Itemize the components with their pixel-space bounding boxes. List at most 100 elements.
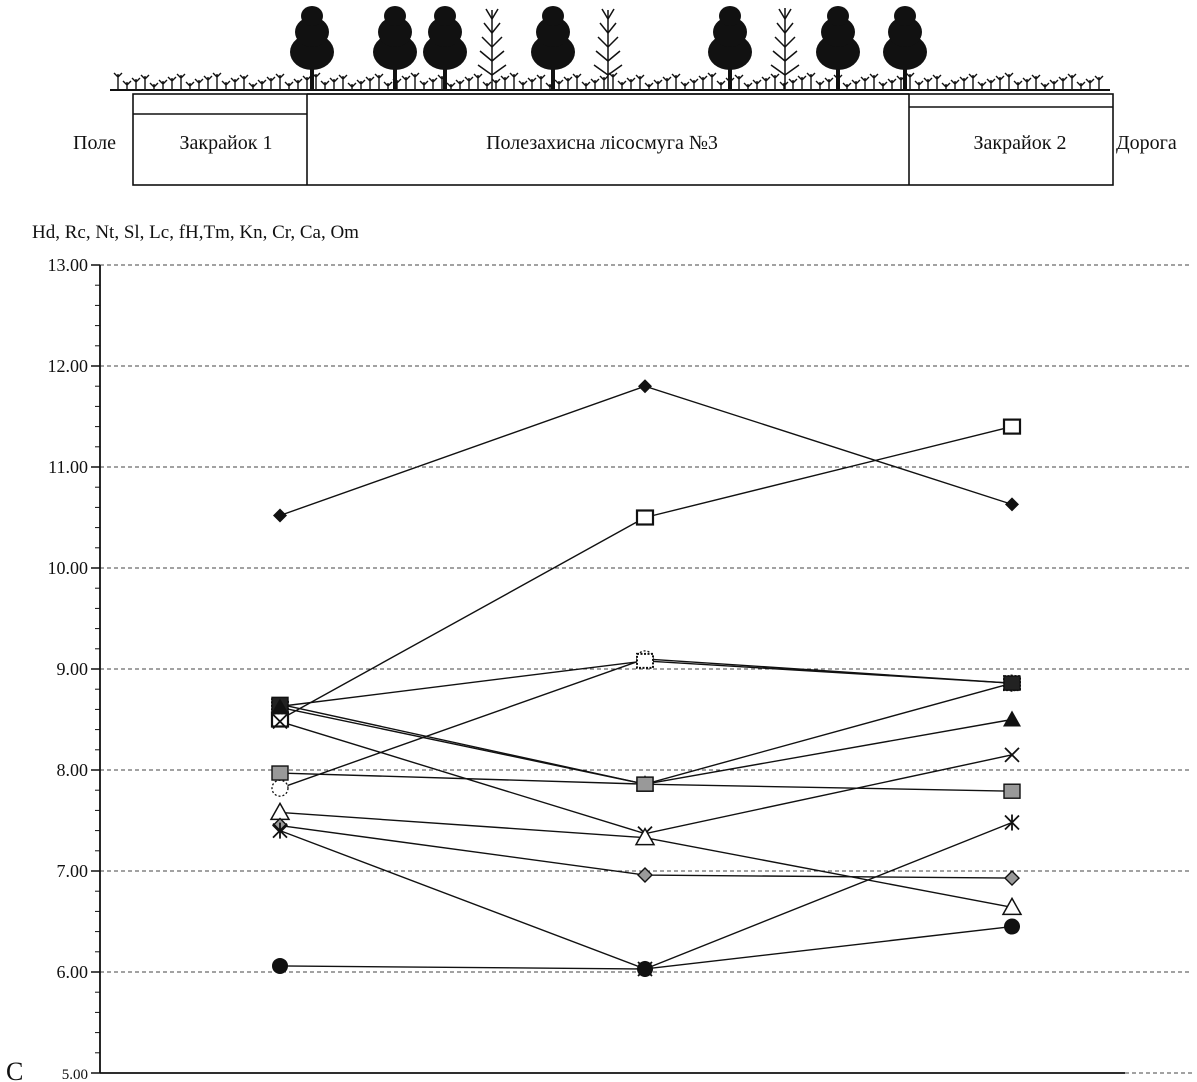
herb-icon xyxy=(554,79,564,90)
herb-icon xyxy=(608,72,618,90)
herb-icon xyxy=(680,81,690,90)
herb-icon xyxy=(806,72,816,90)
series-line-3 xyxy=(279,658,1013,789)
herb-icon xyxy=(662,76,672,90)
data-point-series-9-1 xyxy=(269,801,291,821)
herb-icon xyxy=(797,75,807,90)
data-point-series-8-2 xyxy=(636,776,654,792)
herb-icon xyxy=(419,80,429,90)
herb-icon xyxy=(1013,80,1023,90)
label-field: Поле xyxy=(73,132,116,154)
data-point-series-12-3 xyxy=(1004,918,1020,935)
herb-icon xyxy=(1067,73,1077,90)
y-tick-label: 10.00 xyxy=(48,558,89,578)
herb-icon xyxy=(752,79,762,90)
herb-icon xyxy=(743,82,753,90)
herb-icon xyxy=(941,82,951,90)
axes xyxy=(91,264,1192,1074)
data-point-series-10-3 xyxy=(1004,870,1020,887)
herb-icon xyxy=(293,78,303,90)
data-point-series-4-2 xyxy=(636,652,654,669)
herb-icon xyxy=(221,80,231,90)
herb-icon xyxy=(590,78,600,90)
herb-icon xyxy=(869,73,879,90)
herb-icon xyxy=(500,75,510,90)
y-tick-label: 5.00 xyxy=(62,1067,88,1082)
herb-icon xyxy=(320,80,330,90)
data-point-series-2-2 xyxy=(635,509,655,526)
conifer-icon xyxy=(593,8,623,90)
data-point-series-10-2 xyxy=(637,867,653,884)
herb-icon xyxy=(158,79,168,90)
herb-icon xyxy=(734,74,744,90)
herb-icon xyxy=(365,76,375,90)
conifer-icon xyxy=(770,8,800,90)
herb-icon xyxy=(653,79,663,90)
herb-icon xyxy=(212,72,222,90)
herb-icon xyxy=(824,77,834,90)
herb-icon xyxy=(1049,79,1059,90)
herb-icon xyxy=(482,81,492,90)
data-point-series-9-3 xyxy=(1001,896,1023,916)
herb-icon xyxy=(176,73,186,90)
zone-forest-belt: Полезахисна лісосмуга №3 xyxy=(486,132,718,154)
herb-icon xyxy=(383,81,393,90)
herb-icon xyxy=(203,75,213,90)
herb-icon xyxy=(905,72,915,90)
herb-icon xyxy=(1058,76,1068,90)
herb-icon xyxy=(878,81,888,90)
herb-icon xyxy=(599,75,609,90)
herb-icon xyxy=(248,82,258,90)
y-tick-label: 12.00 xyxy=(48,356,89,376)
data-point-series-6-1 xyxy=(271,698,289,715)
y-tick-label: 11.00 xyxy=(48,457,88,477)
data-point-series-9-2 xyxy=(634,827,656,846)
herb-icon xyxy=(239,74,249,90)
herb-icon xyxy=(779,81,789,90)
herb-icon xyxy=(617,80,627,90)
herb-icon xyxy=(401,75,411,90)
zone-edge-2: Закрайок 2 xyxy=(974,132,1067,154)
data-point-series-8-1 xyxy=(271,765,289,781)
herb-icon xyxy=(887,78,897,90)
data-point-series-1-2 xyxy=(638,379,652,394)
tree-icon xyxy=(883,6,927,90)
data-point-series-12-1 xyxy=(272,957,288,974)
herb-icon xyxy=(671,73,681,90)
conifer-icon xyxy=(477,8,507,90)
herb-icon xyxy=(194,78,204,90)
herb-icon xyxy=(122,80,132,90)
herb-icon xyxy=(977,81,987,90)
series-markers xyxy=(269,379,1023,977)
herb-icon xyxy=(257,79,267,90)
series-line-5 xyxy=(279,682,1013,785)
tree-icon xyxy=(290,6,334,90)
y-tick-labels: 5.00 6.00 7.00 8.00 9.00 10.00 11.00 12.00 13.00 xyxy=(48,255,89,1082)
herb-icon xyxy=(644,82,654,90)
herb-icon xyxy=(509,72,519,90)
y-tick-label: 7.00 xyxy=(57,861,89,881)
herb-icon xyxy=(581,81,591,90)
herb-icon xyxy=(842,82,852,90)
herb-icon xyxy=(491,78,501,90)
herb-icon xyxy=(473,73,483,90)
data-point-series-11-1 xyxy=(272,822,288,839)
data-point-series-2-1 xyxy=(270,711,290,728)
herb-icon xyxy=(167,76,177,90)
data-point-series-1-1 xyxy=(273,508,287,523)
herb-icon xyxy=(959,76,969,90)
tree-icon xyxy=(531,6,575,90)
herb-icon xyxy=(689,78,699,90)
herb-icon xyxy=(266,76,276,90)
herb-icon xyxy=(707,72,717,90)
herb-icon xyxy=(1094,75,1104,90)
tree-icon xyxy=(373,6,417,90)
herb-icon xyxy=(140,74,150,90)
data-point-series-11-3 xyxy=(1004,814,1020,831)
herb-icon xyxy=(131,77,141,90)
herb-icon xyxy=(374,73,384,90)
herb-icon xyxy=(527,77,537,90)
zone-edge-1: Закрайок 1 xyxy=(180,132,273,154)
herb-icon xyxy=(788,78,798,90)
